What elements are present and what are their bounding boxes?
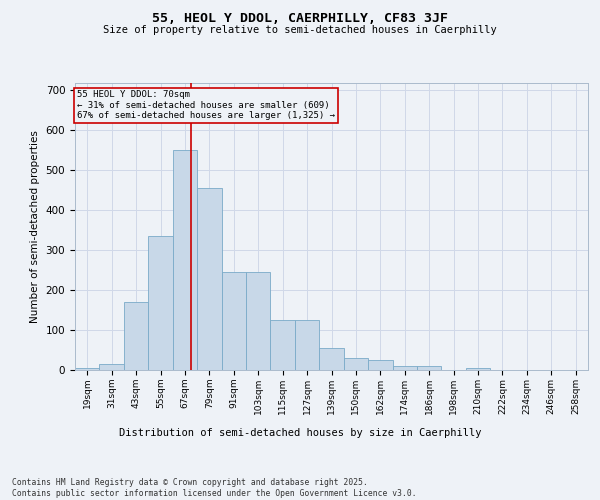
Bar (197, 188, 221, 370)
Bar (173, 150, 197, 370)
Bar (417, 366, 442, 370)
Bar (221, 272, 246, 370)
Bar (466, 368, 490, 370)
Text: Size of property relative to semi-detached houses in Caerphilly: Size of property relative to semi-detach… (103, 25, 497, 35)
Text: Contains HM Land Registry data © Crown copyright and database right 2025.
Contai: Contains HM Land Registry data © Crown c… (12, 478, 416, 498)
Y-axis label: Number of semi-detached properties: Number of semi-detached properties (30, 130, 40, 322)
Text: 55, HEOL Y DDOL, CAERPHILLY, CF83 3JF: 55, HEOL Y DDOL, CAERPHILLY, CF83 3JF (152, 12, 448, 26)
Text: 55 HEOL Y DDOL: 70sqm
← 31% of semi-detached houses are smaller (609)
67% of sem: 55 HEOL Y DDOL: 70sqm ← 31% of semi-deta… (77, 90, 335, 120)
Bar (246, 272, 271, 370)
Bar (368, 360, 392, 370)
Bar (319, 348, 344, 370)
Bar (271, 320, 295, 370)
Bar (295, 320, 319, 370)
Bar (392, 366, 417, 370)
Text: Distribution of semi-detached houses by size in Caerphilly: Distribution of semi-detached houses by … (119, 428, 481, 438)
Bar (124, 302, 148, 370)
Bar (75, 368, 100, 370)
Bar (344, 358, 368, 370)
Bar (100, 364, 124, 370)
Bar (148, 236, 173, 370)
